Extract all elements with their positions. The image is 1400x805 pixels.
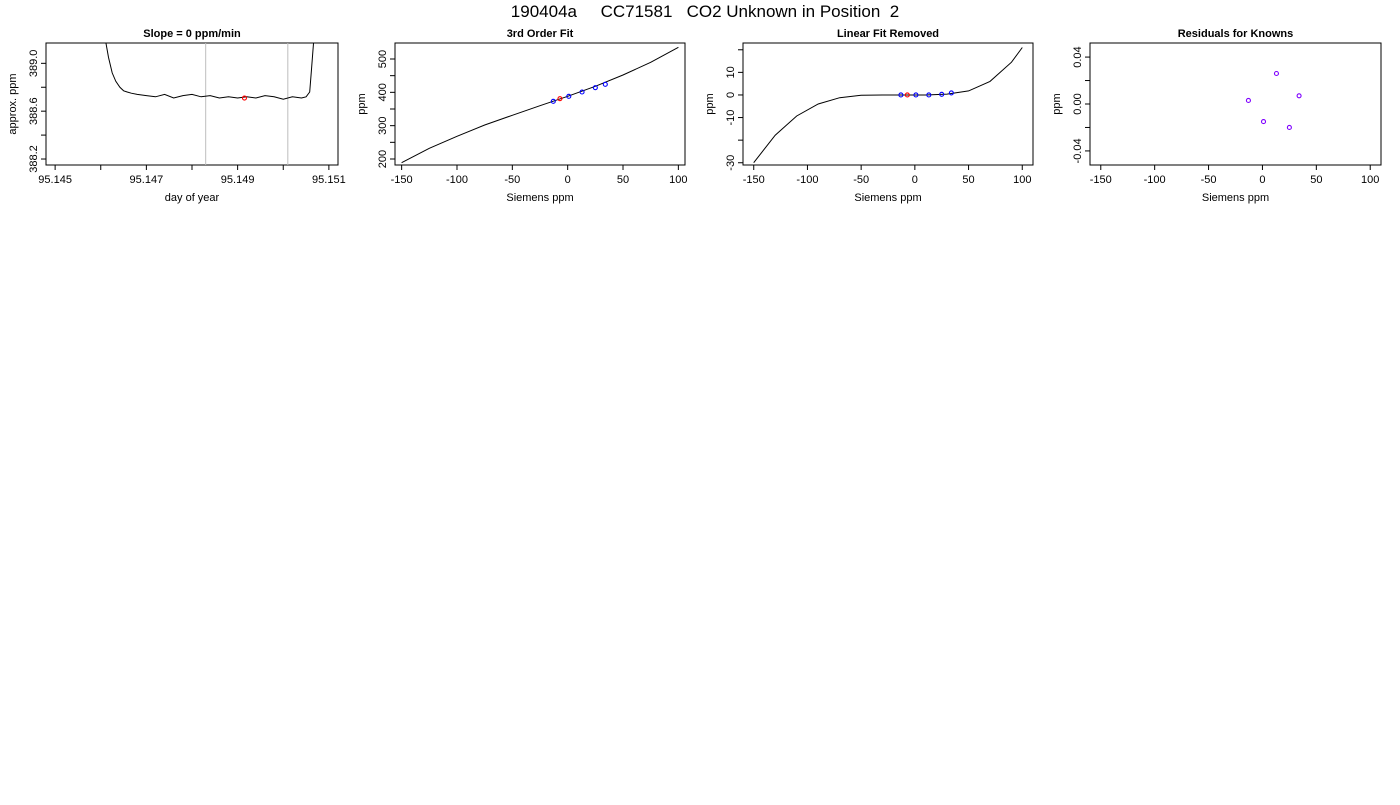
data-point [592, 85, 598, 91]
y-tick-label: 389.0 [28, 50, 40, 78]
data-point [550, 98, 556, 104]
plot-area [401, 46, 679, 164]
x-tick-label: -50 [1201, 174, 1217, 186]
y-tick-label: -0.04 [1072, 138, 1084, 163]
y-axis-label: approx. ppm [7, 73, 19, 134]
y-tick-label: 388.2 [28, 145, 40, 173]
data-point [602, 81, 608, 87]
y-tick-label: 10 [725, 66, 737, 78]
plot-area [1245, 70, 1302, 131]
x-tick-label: 95.151 [312, 174, 346, 186]
x-tick-label: -100 [1144, 174, 1166, 186]
plot-frame [45, 42, 339, 166]
data-point [898, 92, 904, 98]
x-tick-label: 100 [1361, 174, 1379, 186]
y-tick-label: 400 [377, 83, 389, 101]
y-tick-label: -30 [725, 155, 737, 171]
x-tick-label: -150 [391, 174, 413, 186]
data-point [948, 90, 954, 96]
x-axis-label: Siemens ppm [1202, 192, 1269, 204]
x-tick-label: -50 [853, 174, 869, 186]
y-axis-label: ppm [1051, 93, 1063, 114]
data-point [566, 93, 572, 99]
y-tick-label: 0.04 [1072, 46, 1084, 67]
x-tick-label: 95.147 [130, 174, 164, 186]
data-point [904, 92, 910, 98]
panel-p2: 3rd Order Fit -150 -100 -50 0 50 100 200 300 400 5… [356, 28, 688, 204]
data-point [926, 92, 932, 98]
x-tick-label: 50 [962, 174, 974, 186]
y-tick-label: 200 [377, 150, 389, 168]
x-tick-label: -150 [743, 174, 765, 186]
series-line [105, 43, 315, 100]
x-tick-label: -50 [504, 174, 520, 186]
data-point [939, 91, 945, 97]
y-tick-label: 0.00 [1072, 93, 1084, 114]
plot-area [105, 43, 315, 165]
plot-frame [394, 42, 686, 166]
y-tick-label: 300 [377, 116, 389, 134]
x-axis-label: Siemens ppm [506, 192, 573, 204]
y-tick-label: 500 [377, 50, 389, 68]
x-tick-label: -150 [1090, 174, 1112, 186]
figure-title: 190404a CC71581 CO2 Unknown in Position … [511, 2, 899, 21]
x-tick-label: 50 [617, 174, 629, 186]
plot-frame [742, 42, 1034, 166]
series-line [401, 46, 679, 164]
x-tick-label: -100 [796, 174, 818, 186]
panel-p3: Linear Fit Removed-150 -100 -50 0 50 100-30-1… [704, 28, 1034, 204]
panel-p4: Residuals for Knowns -150 -100 -50 0 50 100 -0.… [1051, 28, 1382, 204]
y-tick-label: 388.6 [28, 97, 40, 125]
x-tick-label: 0 [565, 174, 571, 186]
data-point [557, 96, 563, 102]
data-point [241, 95, 248, 101]
x-tick-label: 100 [1013, 174, 1031, 186]
y-tick-label: 0 [725, 92, 737, 98]
data-point [1260, 119, 1267, 125]
series-line [753, 47, 1023, 164]
x-tick-label: 0 [912, 174, 918, 186]
data-point [1273, 70, 1280, 77]
panel-title: 3rd Order Fit [507, 28, 574, 40]
panel-title: Slope = 0 ppm/min [143, 28, 241, 40]
panel-title: Residuals for Knowns [1178, 28, 1294, 40]
y-tick-label: -10 [725, 110, 737, 126]
x-tick-label: -100 [446, 174, 468, 186]
data-point [579, 89, 585, 95]
y-axis-label: ppm [356, 93, 368, 114]
y-axis-label: ppm [704, 93, 716, 114]
x-tick-label: 95.149 [221, 174, 255, 186]
x-axis-label: day of year [165, 192, 220, 204]
panel-title: Linear Fit Removed [837, 28, 939, 40]
x-tick-label: 100 [669, 174, 687, 186]
panel-p1: Slope = 0 ppm/min 95.145 95.147 95.149 95.15… [7, 28, 346, 204]
plot-area [753, 47, 1023, 164]
data-point [1296, 93, 1302, 99]
data-point [1245, 97, 1251, 104]
data-point [913, 92, 919, 98]
plot-frame [1089, 42, 1382, 166]
x-tick-label: 50 [1310, 174, 1322, 186]
x-axis-label: Siemens ppm [854, 192, 921, 204]
x-tick-label: 0 [1259, 174, 1265, 186]
data-point [1286, 124, 1292, 131]
x-tick-label: 95.145 [38, 174, 72, 186]
